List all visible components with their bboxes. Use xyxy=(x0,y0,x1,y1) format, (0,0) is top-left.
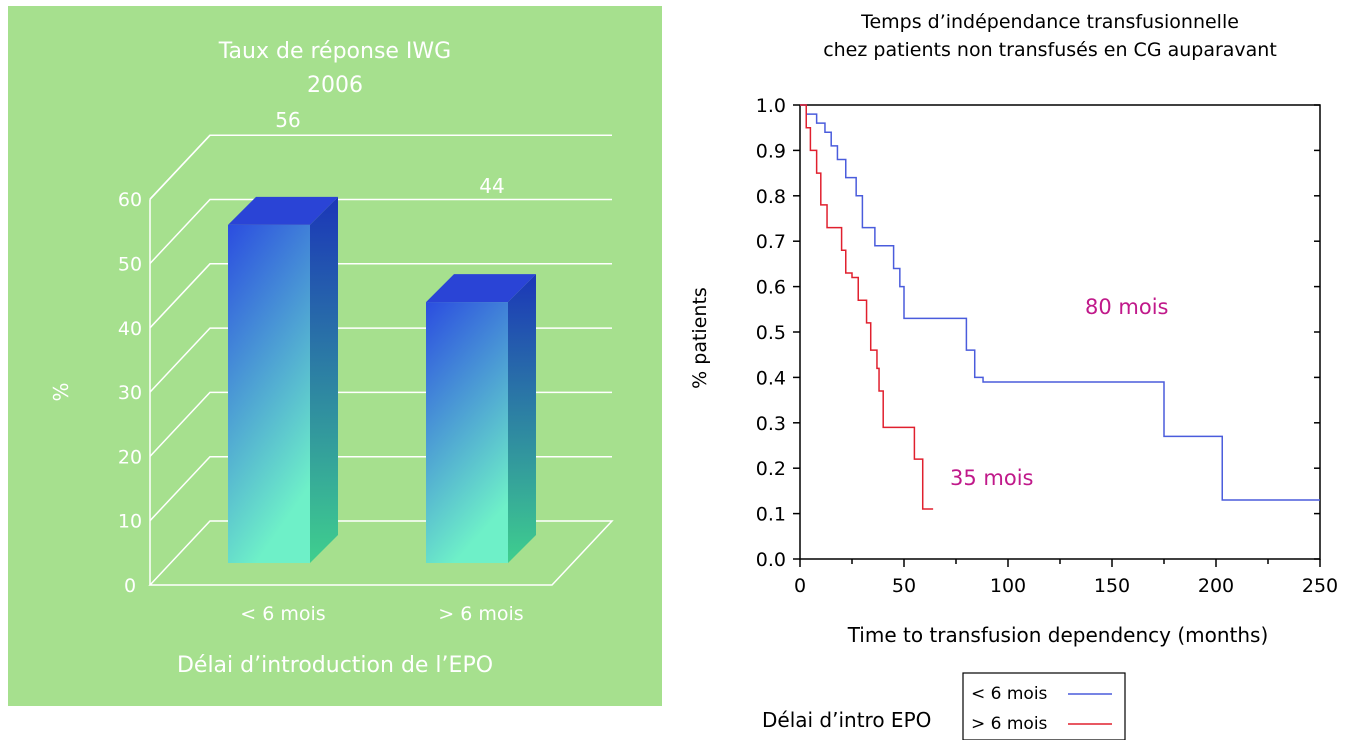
bar-top xyxy=(228,196,338,225)
line-chart-x-tick-label: 250 xyxy=(1302,575,1338,597)
bar-chart-x-label: Délai d’introduction de l’EPO xyxy=(177,653,493,678)
bar-chart-y-tick: 0 xyxy=(124,575,136,597)
bar-chart-gridline xyxy=(149,134,612,200)
bar-category-label: < 6 mois xyxy=(240,603,325,625)
bar-chart-y-tick: 40 xyxy=(118,318,142,340)
bar-chart-texts: Taux de réponse IWG 2006 % Délai d’intro… xyxy=(49,39,493,678)
series-2-line xyxy=(800,104,934,510)
line-chart-x-tick-label: 150 xyxy=(1094,575,1130,597)
line-chart-x-tick-label: 0 xyxy=(794,575,806,597)
bar-chart-floor xyxy=(148,520,614,586)
bar-top xyxy=(426,274,536,303)
line-chart-y-tick-label: 0.8 xyxy=(756,186,786,208)
line-chart-title: Temps d’indépendance transfusionnelle xyxy=(860,11,1239,33)
legend-box xyxy=(962,672,1126,740)
line-chart-y-tick-label: 0.2 xyxy=(756,458,786,480)
series-1-line xyxy=(800,104,1320,501)
line-chart-frame xyxy=(799,104,1321,560)
bar xyxy=(228,224,310,564)
bar-side xyxy=(508,274,536,563)
legend-title: Délai d’intro EPO xyxy=(762,708,931,732)
line-chart: Temps d’indépendance transfusionnelle ch… xyxy=(689,11,1338,740)
bar-chart-y-tick: 30 xyxy=(118,382,142,404)
series-2-annotation: 35 mois xyxy=(950,466,1033,490)
line-chart-x-tick-label: 200 xyxy=(1198,575,1234,597)
bar-chart-subtitle: 2006 xyxy=(307,73,363,98)
bar-chart-y-tick: 10 xyxy=(118,511,142,533)
line-chart-y-tick-label: 0.9 xyxy=(756,140,786,162)
bar xyxy=(426,302,508,563)
line-chart-y-tick-label: 0.4 xyxy=(756,367,786,389)
bar-chart-bars: 56 < 6 mois 44 > 6 mois xyxy=(228,108,536,625)
line-chart-series xyxy=(800,104,1320,510)
line-chart-x-tick-label: 50 xyxy=(892,575,916,597)
legend-item-1-label: < 6 mois xyxy=(971,684,1048,704)
line-chart-subtitle: chez patients non transfusés en CG aupar… xyxy=(823,39,1277,61)
bar-data-label: 56 xyxy=(275,108,300,132)
line-chart-y-tick-label: 0.5 xyxy=(756,322,786,344)
line-chart-x-tick-label: 100 xyxy=(990,575,1026,597)
bar-data-label: 44 xyxy=(479,174,504,198)
bar-chart-y-tick: 50 xyxy=(118,254,142,276)
line-chart-x-label: Time to transfusion dependency (months) xyxy=(847,623,1269,647)
bar-side xyxy=(310,196,338,564)
bar-chart-gridline xyxy=(149,263,612,329)
line-chart-axes: 0.0 0.1 0.2 0.3 0.4 0.5 0.6 0.7 0.8 0.9 1.0 0 50 100 1… xyxy=(756,95,1338,597)
line-chart-y-tick-label: 0.7 xyxy=(756,231,786,253)
line-chart-y-tick-label: 0.1 xyxy=(756,504,786,526)
line-chart-legend: Délai d’intro EPO < 6 mois > 6 mois xyxy=(762,672,1126,740)
legend-item-2-label: > 6 mois xyxy=(971,714,1048,734)
bar-chart-y-tick: 60 xyxy=(118,189,142,211)
line-chart-y-tick-label: 0.6 xyxy=(756,277,786,299)
line-chart-y-tick-label: 0.0 xyxy=(756,549,786,571)
line-chart-y-tick-label: 0.3 xyxy=(756,413,786,435)
bar-chart-title: Taux de réponse IWG xyxy=(218,39,451,64)
bar-chart-gridline xyxy=(149,198,612,265)
line-chart-y-label: % patients xyxy=(689,287,711,389)
bar-chart-y-tick: 20 xyxy=(118,446,142,468)
bar-chart-y-label: % xyxy=(49,382,73,401)
line-chart-y-tick-label: 1.0 xyxy=(756,95,786,117)
series-1-annotation: 80 mois xyxy=(1085,295,1168,319)
bar-chart: 0 10 20 30 40 50 60 56 < 6 mois 44 > 6 mois Taux … xyxy=(8,6,662,706)
bar-category-label: > 6 mois xyxy=(438,603,523,625)
